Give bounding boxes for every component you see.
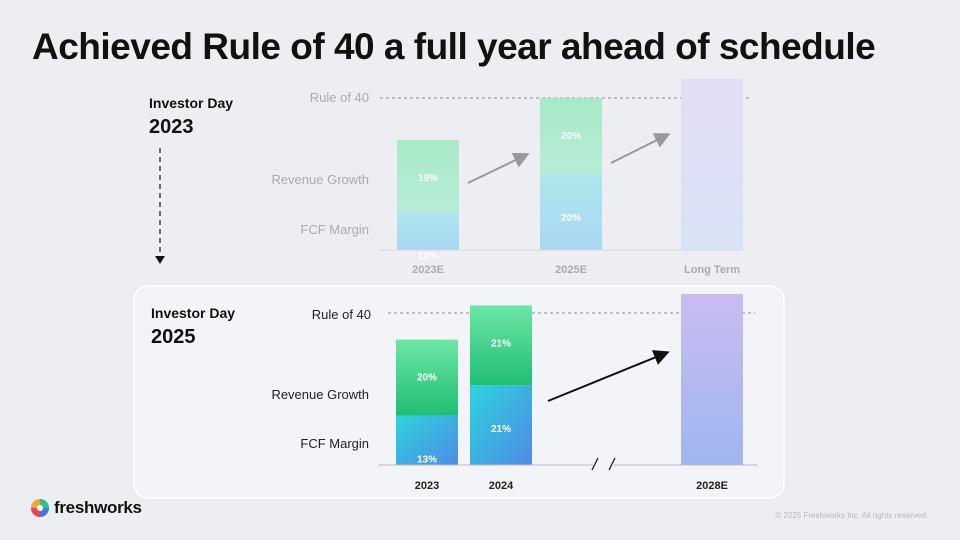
category-label: 2023 — [415, 480, 439, 492]
timeline-arrowhead — [155, 256, 165, 264]
category-label: 2028E — [696, 480, 728, 492]
axis-break-mark — [591, 457, 599, 471]
fcf-margin-bar — [540, 174, 602, 250]
category-label: 2025E — [555, 264, 587, 276]
data-label: 21% — [491, 338, 511, 349]
revenue-growth-bar — [540, 98, 602, 174]
data-label: 10% — [418, 251, 438, 262]
rule-of-40-label: Rule of 40 — [312, 307, 371, 322]
fcf-margin-bar — [396, 415, 458, 465]
row-label: FCF Margin — [300, 222, 369, 237]
revenue-growth-bar — [470, 305, 532, 386]
chart-investor-day-2023: Rule of 40 Revenue Growth FCF Margin 10% 19%… — [271, 79, 750, 276]
fcf-margin-bar — [470, 385, 532, 465]
data-label: 19% — [418, 173, 438, 184]
data-label: 20% — [561, 131, 581, 142]
row-label: Revenue Growth — [271, 172, 369, 187]
trend-arrow-2023-b — [610, 133, 671, 164]
chart-investor-day-2025: Rule of 40 Revenue Growth FCF Margin 13% 20%… — [271, 294, 758, 492]
axis-break-mark — [608, 457, 616, 471]
target-bar — [681, 79, 743, 250]
heading-2025-line2: 2025 — [151, 326, 196, 348]
revenue-growth-bar — [396, 339, 458, 416]
target-bar — [681, 294, 743, 465]
trend-arrow-2025 — [547, 350, 670, 402]
data-label: 21% — [491, 424, 511, 435]
rule-of-40-label: Rule of 40 — [310, 90, 369, 105]
slide-title: Achieved Rule of 40 a full year ahead of… — [32, 26, 876, 67]
row-label: FCF Margin — [300, 436, 369, 451]
row-label: Revenue Growth — [271, 387, 369, 402]
fcf-margin-bar — [397, 212, 459, 250]
brand-logo: freshworks — [30, 498, 142, 518]
heading-2023-line2: 2023 — [149, 116, 194, 138]
heading-2023-line1: Investor Day — [149, 95, 233, 111]
revenue-growth-bar — [397, 139, 459, 212]
data-label: 13% — [417, 455, 437, 466]
trend-arrow-2023-a — [467, 153, 530, 184]
data-label: 20% — [417, 373, 437, 384]
category-label: 2024 — [489, 480, 514, 492]
data-label: 20% — [561, 213, 581, 224]
category-label: Long Term — [684, 264, 740, 276]
brand-name: freshworks — [54, 498, 142, 517]
copyright-text: © 2025 Freshworks Inc. All rights reserv… — [775, 511, 928, 520]
panel-2025 — [133, 285, 785, 499]
heading-2025-line1: Investor Day — [151, 305, 235, 321]
freshworks-logo-icon — [31, 499, 49, 517]
category-label: 2023E — [412, 264, 444, 276]
